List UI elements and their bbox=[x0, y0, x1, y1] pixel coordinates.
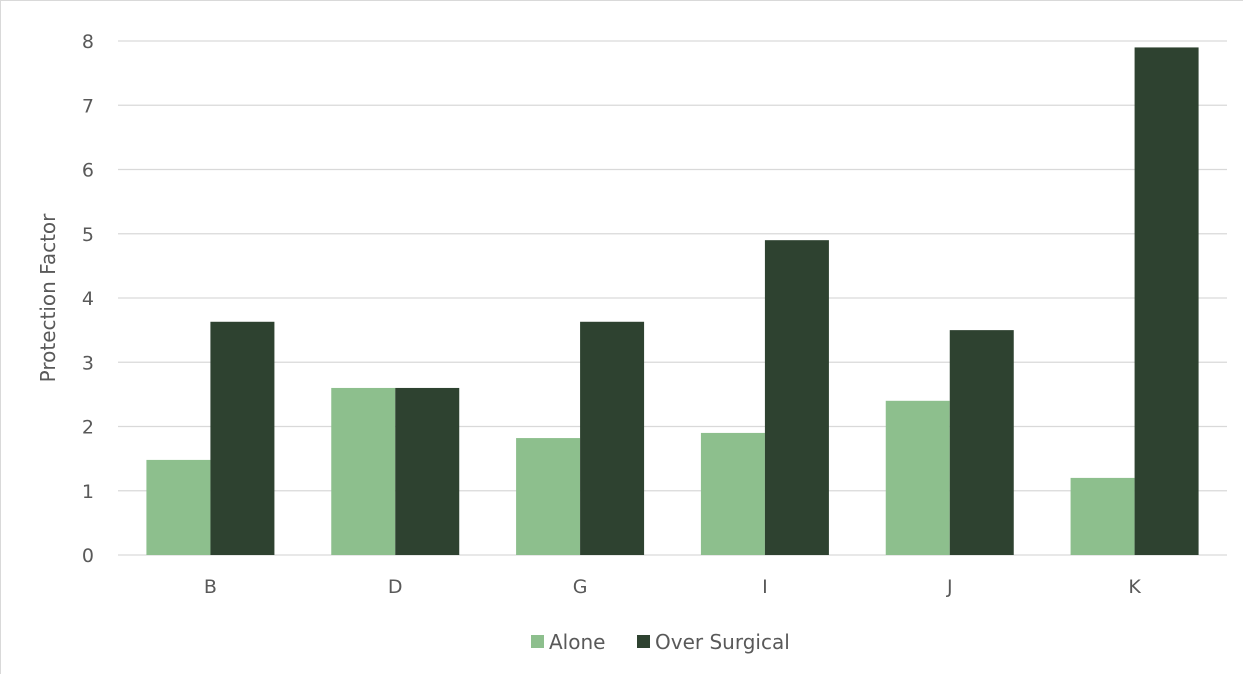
y-tick-label: 4 bbox=[82, 288, 94, 310]
bar-alone-i bbox=[700, 432, 765, 555]
x-tick-label: G bbox=[573, 576, 588, 598]
legend-label: Over Surgical bbox=[655, 630, 790, 654]
x-tick-label: D bbox=[388, 576, 403, 598]
bars bbox=[146, 47, 1199, 556]
bar-alone-g bbox=[516, 438, 581, 555]
y-tick-label: 2 bbox=[82, 417, 94, 439]
bar-alone-b bbox=[146, 459, 211, 555]
y-tick-label: 7 bbox=[82, 95, 94, 117]
y-axis-tick-labels: 0 1 2 3 4 5 6 7 8 bbox=[82, 31, 94, 567]
gridlines bbox=[118, 40, 1227, 556]
legend: Alone Over Surgical bbox=[531, 630, 790, 654]
y-axis-title: Protection Factor bbox=[36, 213, 60, 383]
y-tick-label: 6 bbox=[82, 160, 94, 182]
legend-swatch-alone bbox=[531, 635, 544, 648]
bar-over-surgical-g bbox=[580, 321, 645, 555]
legend-swatch-over-surgical bbox=[637, 635, 650, 648]
x-tick-label: J bbox=[946, 576, 953, 598]
bar-over-surgical-j bbox=[949, 330, 1014, 555]
y-tick-label: 8 bbox=[82, 31, 94, 53]
y-tick-label: 0 bbox=[82, 545, 94, 567]
y-tick-label: 3 bbox=[82, 352, 94, 374]
y-tick-label: 1 bbox=[82, 481, 94, 503]
x-tick-label: B bbox=[204, 576, 217, 598]
bar-alone-k bbox=[1070, 477, 1135, 555]
x-tick-label: K bbox=[1128, 576, 1141, 598]
bar-alone-d bbox=[331, 387, 396, 555]
legend-label: Alone bbox=[549, 630, 605, 654]
bar-over-surgical-b bbox=[210, 321, 275, 555]
bar-alone-j bbox=[885, 400, 950, 555]
y-tick-label: 5 bbox=[82, 224, 94, 246]
bar-over-surgical-i bbox=[764, 240, 829, 556]
x-tick-label: I bbox=[762, 576, 768, 598]
bar-over-surgical-k bbox=[1134, 47, 1199, 556]
bar-over-surgical-d bbox=[395, 387, 460, 555]
